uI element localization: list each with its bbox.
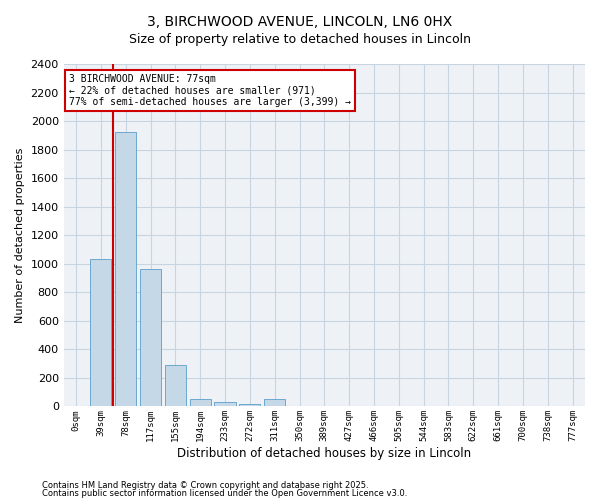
Bar — [115, 132, 136, 406]
Bar — [165, 365, 186, 406]
Bar — [91, 260, 112, 406]
Bar — [264, 400, 285, 406]
X-axis label: Distribution of detached houses by size in Lincoln: Distribution of detached houses by size … — [177, 447, 472, 460]
Bar — [190, 398, 211, 406]
Text: Contains public sector information licensed under the Open Government Licence v3: Contains public sector information licen… — [42, 489, 407, 498]
Text: Size of property relative to detached houses in Lincoln: Size of property relative to detached ho… — [129, 32, 471, 46]
Text: 3, BIRCHWOOD AVENUE, LINCOLN, LN6 0HX: 3, BIRCHWOOD AVENUE, LINCOLN, LN6 0HX — [148, 15, 452, 29]
Text: 3 BIRCHWOOD AVENUE: 77sqm
← 22% of detached houses are smaller (971)
77% of semi: 3 BIRCHWOOD AVENUE: 77sqm ← 22% of detac… — [69, 74, 351, 108]
Y-axis label: Number of detached properties: Number of detached properties — [15, 148, 25, 323]
Bar — [239, 404, 260, 406]
Bar — [140, 270, 161, 406]
Text: Contains HM Land Registry data © Crown copyright and database right 2025.: Contains HM Land Registry data © Crown c… — [42, 480, 368, 490]
Bar — [214, 402, 236, 406]
